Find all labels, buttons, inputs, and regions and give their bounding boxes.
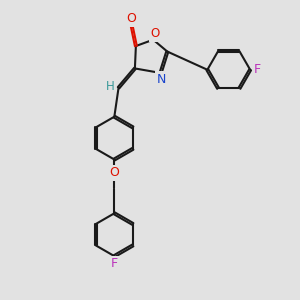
Text: O: O [110,167,119,179]
Text: F: F [111,257,118,270]
Text: F: F [254,63,261,76]
Text: O: O [127,12,136,25]
Text: O: O [150,27,159,40]
Text: H: H [106,80,115,93]
Text: N: N [157,73,166,86]
